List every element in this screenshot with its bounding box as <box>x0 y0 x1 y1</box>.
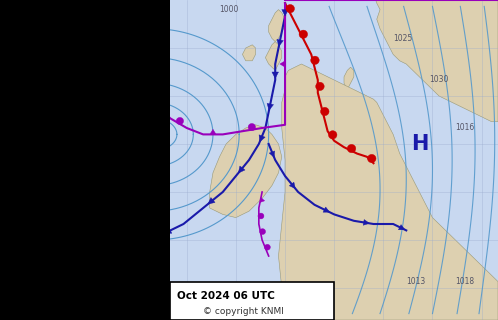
Circle shape <box>259 229 265 235</box>
Text: 1010: 1010 <box>249 293 268 302</box>
Polygon shape <box>208 197 215 204</box>
Circle shape <box>248 124 255 131</box>
Circle shape <box>328 131 337 139</box>
Polygon shape <box>282 10 288 16</box>
Text: 1018: 1018 <box>456 277 475 286</box>
Polygon shape <box>269 151 275 157</box>
Circle shape <box>286 4 294 13</box>
Polygon shape <box>259 135 265 142</box>
Polygon shape <box>112 45 118 51</box>
Text: 1016: 1016 <box>456 124 475 132</box>
Text: Oct 2024 06 UTC: Oct 2024 06 UTC <box>177 291 275 301</box>
Polygon shape <box>280 61 285 67</box>
Text: 995: 995 <box>77 143 92 152</box>
Circle shape <box>124 68 132 76</box>
Polygon shape <box>278 64 498 320</box>
Polygon shape <box>398 225 405 230</box>
Circle shape <box>264 244 270 250</box>
Polygon shape <box>344 67 354 90</box>
Text: H: H <box>411 134 428 154</box>
Polygon shape <box>272 72 278 78</box>
Circle shape <box>368 154 376 163</box>
Circle shape <box>176 117 184 124</box>
Text: 1000: 1000 <box>220 5 239 14</box>
Polygon shape <box>210 125 282 218</box>
Polygon shape <box>112 246 119 253</box>
Polygon shape <box>260 197 264 203</box>
Text: 985: 985 <box>113 130 128 139</box>
Bar <box>0 0 170 320</box>
Circle shape <box>117 20 124 27</box>
Polygon shape <box>132 0 138 1</box>
Polygon shape <box>374 0 498 122</box>
Polygon shape <box>0 0 33 26</box>
Circle shape <box>258 213 264 219</box>
Text: L: L <box>151 90 163 108</box>
Polygon shape <box>363 220 370 225</box>
Text: 1013: 1013 <box>406 277 426 286</box>
Polygon shape <box>164 228 172 233</box>
Polygon shape <box>265 42 282 70</box>
Polygon shape <box>210 129 216 134</box>
Polygon shape <box>289 182 295 188</box>
Circle shape <box>347 144 356 153</box>
Circle shape <box>316 82 324 91</box>
Text: 1025: 1025 <box>393 34 413 43</box>
Text: 1030: 1030 <box>429 76 449 84</box>
Circle shape <box>321 107 329 116</box>
Circle shape <box>299 30 308 38</box>
Polygon shape <box>243 45 255 61</box>
Polygon shape <box>277 39 283 46</box>
Polygon shape <box>148 96 154 101</box>
Polygon shape <box>72 22 118 45</box>
Text: 990: 990 <box>97 136 112 145</box>
Polygon shape <box>267 103 273 110</box>
Text: © copyright KNMI: © copyright KNMI <box>203 307 284 316</box>
Polygon shape <box>239 166 245 173</box>
Text: L: L <box>99 36 111 54</box>
Polygon shape <box>268 10 285 42</box>
Polygon shape <box>323 207 330 212</box>
Circle shape <box>311 56 319 64</box>
Text: 1013: 1013 <box>315 293 334 302</box>
Bar <box>170 282 334 320</box>
